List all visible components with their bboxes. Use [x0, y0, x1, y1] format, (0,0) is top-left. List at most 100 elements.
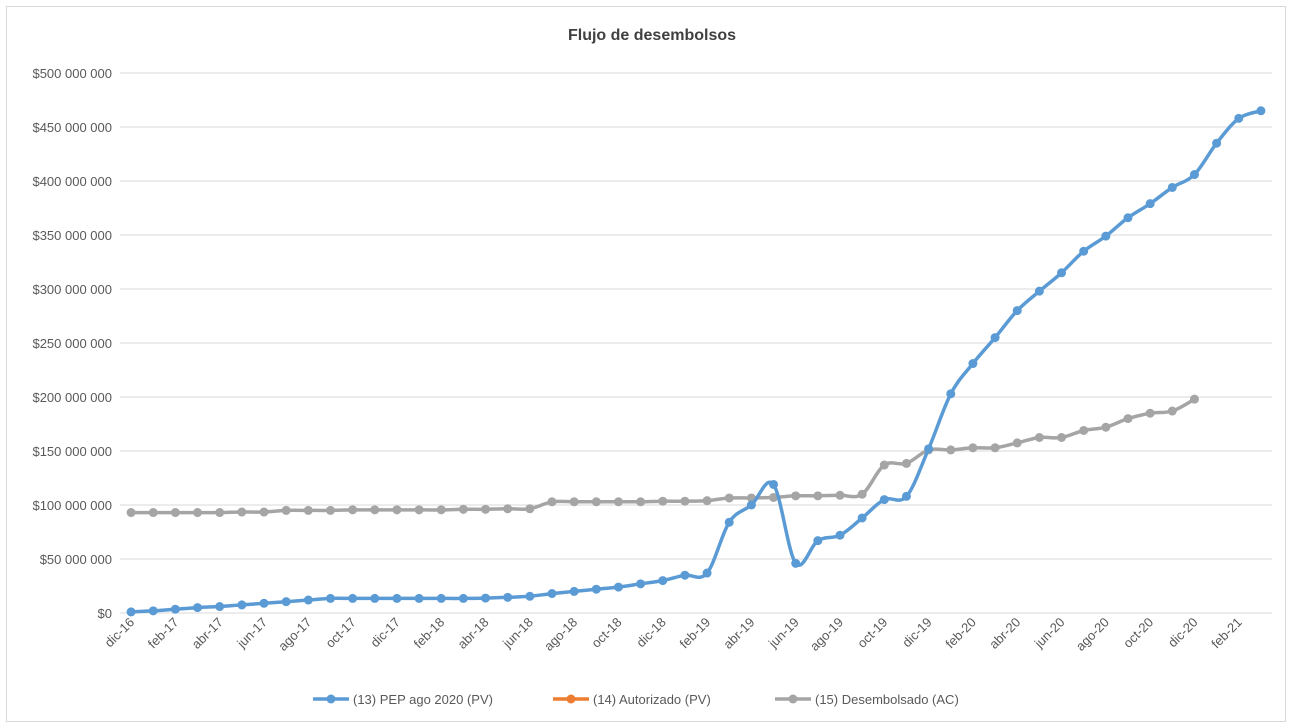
chart-area: Flujo de desembolsos $0 $50 000 000 $100 0… [6, 6, 1286, 722]
series-lines [126, 106, 1266, 617]
gridlines [120, 72, 1272, 614]
x-tick-label: feb-20 [942, 615, 979, 652]
data-point [126, 607, 136, 617]
data-point [813, 491, 823, 501]
legend: (13) PEP ago 2020 (PV) (14) Autorizado (P… [313, 692, 959, 707]
y-tick-label: $200 000 000 [32, 390, 112, 405]
data-point [1079, 425, 1089, 435]
data-point [591, 584, 601, 594]
data-point [746, 500, 756, 510]
data-point [1234, 113, 1244, 123]
data-point [569, 497, 579, 507]
y-tick-label: $150 000 000 [32, 444, 112, 459]
data-point [1057, 268, 1067, 278]
x-tick-label: abr-17 [189, 615, 226, 652]
data-point [1012, 306, 1022, 316]
x-tick-label: feb-19 [677, 615, 714, 652]
data-point [636, 579, 646, 589]
data-point [1101, 422, 1111, 432]
data-point [414, 505, 424, 515]
data-point [547, 589, 557, 599]
data-point [525, 504, 535, 514]
data-point [547, 497, 557, 507]
data-point [924, 444, 934, 454]
x-tick-label: feb-17 [145, 615, 182, 652]
data-point [636, 497, 646, 507]
data-point [1034, 433, 1044, 442]
y-tick-label: $450 000 000 [32, 120, 112, 135]
data-point [481, 593, 491, 603]
data-point [525, 591, 535, 601]
line-chart: Flujo de desembolsos $0 $50 000 000 $100 0… [32, 27, 1272, 707]
x-tick-label: jun-20 [1031, 615, 1068, 652]
data-point [968, 443, 978, 453]
data-point [968, 359, 978, 369]
data-point [370, 593, 380, 603]
series-line [131, 397, 1196, 515]
x-tick-label: jun-18 [499, 615, 536, 652]
data-point [303, 595, 313, 605]
data-point [658, 496, 668, 506]
legend-marker [566, 694, 576, 704]
x-tick-label: dic-20 [1165, 615, 1201, 651]
data-point [1167, 182, 1177, 192]
data-point [990, 443, 1000, 453]
data-point [1256, 106, 1266, 116]
data-point [857, 513, 867, 523]
y-tick-label: $350 000 000 [32, 228, 112, 243]
data-point [503, 592, 513, 602]
y-tick-label: $50 000 000 [40, 552, 112, 567]
data-point [1101, 231, 1111, 241]
x-tick-label: ago-18 [541, 615, 580, 654]
data-point [1123, 414, 1133, 424]
data-point [170, 508, 180, 518]
legend-label: (13) PEP ago 2020 (PV) [353, 692, 493, 707]
x-tick-label: ago-19 [807, 615, 846, 654]
data-point [1057, 433, 1067, 442]
data-point [613, 497, 623, 507]
legend-marker [788, 694, 798, 704]
data-point [303, 505, 313, 515]
data-point [857, 489, 867, 499]
data-point [193, 603, 203, 613]
data-point [901, 491, 911, 501]
y-tick-label: $500 000 000 [32, 66, 112, 81]
data-point [901, 458, 911, 468]
y-tick-label: $250 000 000 [32, 336, 112, 351]
data-point [170, 604, 180, 614]
data-point [1079, 246, 1089, 256]
data-point [835, 490, 845, 500]
data-point [835, 530, 845, 540]
data-point [879, 460, 889, 470]
data-point [680, 570, 690, 580]
data-point [1189, 394, 1199, 404]
data-point [658, 576, 668, 586]
data-point [791, 558, 801, 568]
x-tick-label: dic-17 [367, 615, 403, 651]
data-point [281, 505, 291, 515]
data-point [126, 508, 136, 518]
data-point [591, 497, 601, 507]
x-tick-label: ago-17 [275, 615, 314, 654]
data-point [392, 505, 402, 515]
data-point [148, 508, 158, 518]
y-tick-label: $400 000 000 [32, 174, 112, 189]
x-tick-label: dic-18 [633, 615, 669, 651]
series-line [131, 109, 1262, 614]
data-point [1167, 406, 1177, 416]
data-point [259, 598, 269, 608]
data-point [813, 536, 823, 546]
data-point [702, 496, 712, 506]
y-tick-label: $0 [98, 606, 112, 621]
data-point [325, 593, 335, 603]
data-point [325, 505, 335, 515]
data-point [769, 479, 779, 489]
chart-title: Flujo de desembolsos [568, 27, 736, 44]
legend-label: (14) Autorizado (PV) [593, 692, 711, 707]
data-point [281, 597, 291, 607]
data-point [193, 508, 203, 518]
data-point [1212, 138, 1222, 148]
series-15 [126, 394, 1199, 518]
x-tick-label: jun-19 [765, 615, 802, 652]
data-point [237, 507, 247, 517]
